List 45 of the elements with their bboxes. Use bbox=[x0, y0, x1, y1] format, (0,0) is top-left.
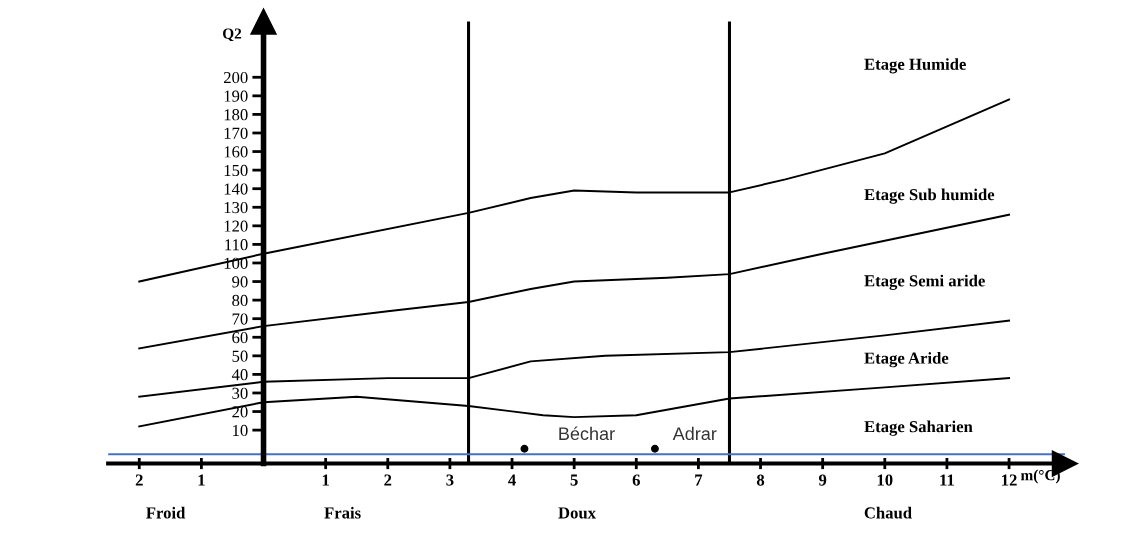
y-tick-label: 120 bbox=[224, 220, 248, 232]
text: Froid bbox=[146, 506, 186, 519]
y-tick-label: 40 bbox=[231, 369, 248, 381]
annotation: Béchar bbox=[559, 426, 615, 441]
x-tick-label: 7 bbox=[695, 474, 703, 486]
y-axis-title: Q2 bbox=[223, 28, 242, 42]
y-tick-label: 70 bbox=[232, 313, 248, 325]
y-tick-label: 160 bbox=[224, 146, 248, 158]
x-tick-label: 8 bbox=[756, 474, 765, 486]
y-tick-label: 180 bbox=[224, 109, 248, 121]
annotation: Etage Saharien bbox=[864, 420, 973, 436]
x-tick-label: 2 bbox=[384, 474, 392, 486]
y-tick-label: 140 bbox=[224, 183, 248, 195]
annotation: Etage Semi aride bbox=[864, 274, 985, 290]
x-tick-label: 2 bbox=[135, 474, 143, 486]
x-tick-label: 3 bbox=[446, 474, 454, 486]
y-tick-label: 110 bbox=[225, 239, 248, 251]
annotation: Etage Aride bbox=[864, 352, 949, 368]
x-tick-label: 4 bbox=[508, 474, 516, 486]
y-tick-label: 190 bbox=[224, 90, 248, 102]
y-tick-label: 20 bbox=[232, 406, 248, 418]
x-tick-label: 10 bbox=[877, 474, 893, 486]
text: Chaud bbox=[864, 506, 912, 519]
annotation: Etage Sub humide bbox=[864, 188, 995, 204]
y-tick-label: 170 bbox=[224, 127, 248, 139]
y-tick-label: 90 bbox=[232, 276, 248, 288]
x-tick-label: 5 bbox=[570, 474, 578, 486]
y-tick-label: 60 bbox=[232, 331, 248, 344]
x-tick-label: 9 bbox=[818, 474, 827, 486]
x-tick-label: 11 bbox=[940, 474, 954, 486]
x-tick-label: 12 bbox=[1002, 474, 1017, 486]
y-tick-label: 80 bbox=[232, 294, 248, 307]
text: Doux bbox=[558, 507, 596, 519]
y-tick-label: 50 bbox=[232, 350, 248, 362]
y-tick-label: 200 bbox=[223, 71, 248, 84]
y-tick-label: 10 bbox=[233, 424, 248, 437]
annotation: Etage Humide bbox=[864, 58, 966, 74]
x-tick-label: 6 bbox=[632, 474, 640, 486]
text: Frais bbox=[324, 506, 361, 519]
annotation: Adrar bbox=[672, 426, 717, 441]
y-tick-label: 130 bbox=[224, 201, 248, 214]
x-tick-label: 1 bbox=[198, 474, 205, 486]
y-tick-label: 150 bbox=[224, 164, 248, 177]
x-tick-label: 1 bbox=[322, 474, 329, 486]
y-tick-label: 30 bbox=[232, 387, 248, 399]
